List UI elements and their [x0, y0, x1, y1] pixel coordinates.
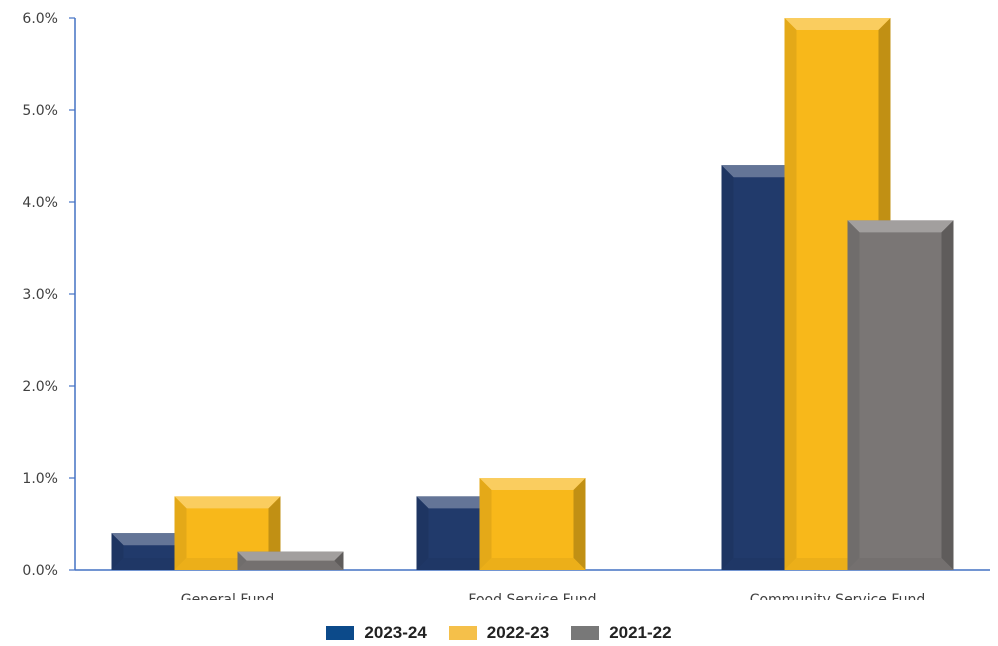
bar-2021-22-community-service-fund: [847, 220, 954, 570]
legend: 2023-24 2022-23 2021-22: [0, 620, 998, 646]
legend-label: 2022-23: [486, 623, 550, 642]
legend-item: 2022-23: [448, 623, 550, 643]
legend-item: 2021-22: [571, 623, 672, 643]
x-category-label: Community Service Fund: [750, 592, 926, 600]
bars-group: [111, 18, 954, 570]
bar-2021-22-general-fund: [237, 551, 344, 570]
bar-chart: 0.0% 1.0% 2.0% 3.0% 4.0% 5.0% 6.0% General Fun…: [22, 11, 990, 600]
y-tick-label: 6.0%: [22, 11, 58, 27]
x-axis-labels: General Fund Food Service Fund Community S…: [181, 592, 926, 600]
bar-2022-23-food-service-fund: [479, 478, 586, 570]
legend-swatch: [448, 626, 477, 640]
y-tick-label: 5.0%: [22, 103, 58, 119]
y-tick-label: 2.0%: [22, 379, 58, 395]
x-category-label: General Fund: [181, 592, 275, 600]
legend-item: 2023-24: [326, 623, 427, 643]
y-tick-label: 4.0%: [22, 195, 58, 211]
y-axis-ticks: 0.0% 1.0% 2.0% 3.0% 4.0% 5.0% 6.0%: [22, 11, 75, 579]
y-tick-label: 3.0%: [22, 287, 58, 303]
legend-label: 2023-24: [364, 623, 427, 642]
y-tick-label: 1.0%: [22, 471, 58, 487]
legend-label: 2021-22: [609, 623, 672, 642]
legend-swatch: [326, 626, 355, 640]
x-category-label: Food Service Fund: [468, 592, 596, 600]
legend-swatch: [571, 626, 600, 640]
y-tick-label: 0.0%: [22, 563, 58, 579]
